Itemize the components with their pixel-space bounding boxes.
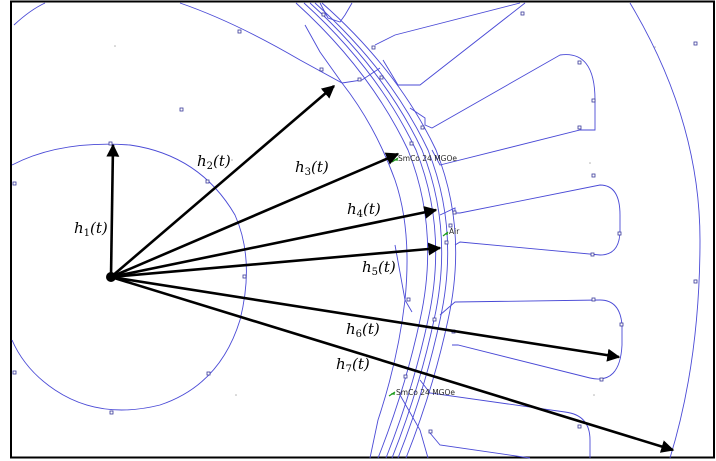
vector-h7 <box>110 275 675 453</box>
lower-radial-line <box>399 394 429 459</box>
rotor-boundary <box>179 2 408 459</box>
magnet-edge-upper <box>304 24 381 84</box>
label-h1: h1(t) <box>74 219 108 239</box>
inner-circle <box>11 143 247 411</box>
label-h2: h2(t) <box>197 152 231 172</box>
material-smco-upper: SmCo 24 MGOe <box>398 154 457 163</box>
drawing-border <box>10 0 715 459</box>
label-h5: h5(t) <box>362 258 396 278</box>
vector-h5 <box>110 242 442 279</box>
stator-slot-1 <box>409 54 596 166</box>
airgap-arc-4 <box>314 2 449 459</box>
upper-left-arc <box>13 2 46 26</box>
airgap-arc-1 <box>295 2 429 459</box>
vector-labels: h1(t) h2(t) h3(t) h4(t) h5(t) h6(t) h7(t… <box>74 152 396 375</box>
vector-h3 <box>110 152 400 279</box>
stator-outer-arc <box>629 2 701 459</box>
origin-point <box>106 272 116 282</box>
vector-h6 <box>110 275 621 362</box>
geometry-nodes <box>12 11 698 434</box>
material-label-air: Air <box>442 227 460 237</box>
label-h3: h3(t) <box>295 158 329 178</box>
stator-slot-2 <box>439 184 621 256</box>
vector-h2 <box>110 85 335 278</box>
material-label-smco-upper: SmCo 24 MGOe <box>391 154 457 163</box>
vectors <box>106 85 675 453</box>
material-air: Air <box>449 227 460 236</box>
label-h4: h4(t) <box>347 200 381 220</box>
stator-slot-3 <box>439 299 623 380</box>
material-smco-lower: SmCo 24 MGOe <box>396 388 455 397</box>
stator-bore-arc <box>321 2 457 459</box>
vector-h1 <box>106 143 120 278</box>
tooth-1 <box>374 2 526 86</box>
grid-dots <box>114 45 697 396</box>
magnet-edge-mid <box>394 244 413 313</box>
stator-slot-4 <box>419 379 591 459</box>
airgap-arc-3 <box>309 2 443 459</box>
label-h7: h7(t) <box>336 355 370 375</box>
material-label-smco-lower: SmCo 24 MGOe <box>388 388 455 397</box>
vector-h4 <box>110 205 438 279</box>
label-h6: h6(t) <box>346 320 380 340</box>
motor-geometry <box>11 2 701 459</box>
airgap-arc-2 <box>303 2 437 459</box>
